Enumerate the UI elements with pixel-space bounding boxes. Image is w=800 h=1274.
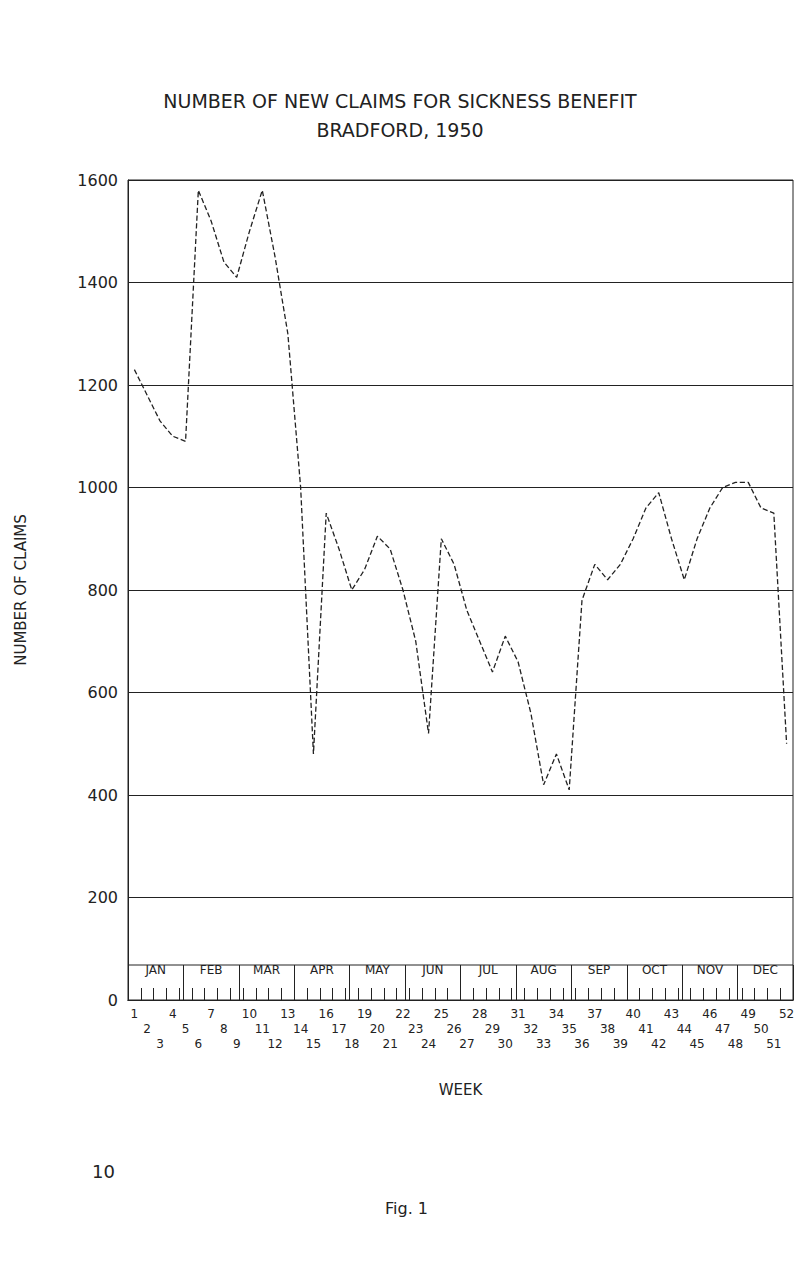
svg-text:29: 29	[485, 1022, 500, 1036]
svg-text:1400: 1400	[77, 273, 118, 292]
svg-text:6: 6	[195, 1037, 203, 1051]
svg-text:48: 48	[728, 1037, 743, 1051]
svg-text:9: 9	[233, 1037, 241, 1051]
svg-text:1: 1	[131, 1007, 139, 1021]
svg-text:OCT: OCT	[642, 963, 668, 977]
svg-text:38: 38	[600, 1022, 615, 1036]
svg-text:39: 39	[613, 1037, 628, 1051]
svg-text:24: 24	[421, 1037, 436, 1051]
svg-text:200: 200	[87, 888, 118, 907]
svg-text:10: 10	[242, 1007, 257, 1021]
svg-text:43: 43	[664, 1007, 679, 1021]
svg-text:1000: 1000	[77, 478, 118, 497]
svg-text:37: 37	[587, 1007, 602, 1021]
svg-text:35: 35	[562, 1022, 577, 1036]
svg-text:14: 14	[293, 1022, 308, 1036]
svg-text:JAN: JAN	[144, 963, 166, 977]
svg-text:30: 30	[498, 1037, 513, 1051]
svg-text:50: 50	[753, 1022, 768, 1036]
svg-text:FEB: FEB	[200, 963, 223, 977]
svg-text:42: 42	[651, 1037, 666, 1051]
svg-text:40: 40	[626, 1007, 641, 1021]
svg-text:AUG: AUG	[530, 963, 556, 977]
svg-text:MAR: MAR	[253, 963, 280, 977]
svg-text:34: 34	[549, 1007, 564, 1021]
svg-text:22: 22	[395, 1007, 410, 1021]
svg-text:2: 2	[143, 1022, 151, 1036]
svg-text:4: 4	[169, 1007, 177, 1021]
svg-text:JUN: JUN	[421, 963, 443, 977]
svg-text:800: 800	[87, 581, 118, 600]
svg-text:32: 32	[523, 1022, 538, 1036]
svg-text:25: 25	[434, 1007, 449, 1021]
svg-text:NUMBER OF CLAIMS: NUMBER OF CLAIMS	[12, 514, 30, 666]
svg-text:10: 10	[92, 1161, 115, 1182]
svg-text:11: 11	[255, 1022, 270, 1036]
svg-text:51: 51	[766, 1037, 781, 1051]
svg-text:3: 3	[156, 1037, 164, 1051]
svg-text:28: 28	[472, 1007, 487, 1021]
svg-text:33: 33	[536, 1037, 551, 1051]
svg-text:BRADFORD, 1950: BRADFORD, 1950	[316, 119, 483, 141]
svg-text:16: 16	[319, 1007, 334, 1021]
svg-text:23: 23	[408, 1022, 423, 1036]
svg-text:46: 46	[702, 1007, 717, 1021]
svg-text:NUMBER OF NEW CLAIMS FOR SICKN: NUMBER OF NEW CLAIMS FOR SICKNESS BENEFI…	[163, 90, 637, 112]
svg-text:27: 27	[459, 1037, 474, 1051]
svg-text:31: 31	[510, 1007, 525, 1021]
svg-text:26: 26	[446, 1022, 461, 1036]
svg-text:1200: 1200	[77, 376, 118, 395]
svg-text:12: 12	[267, 1037, 282, 1051]
svg-text:JUL: JUL	[478, 963, 498, 977]
svg-text:400: 400	[87, 786, 118, 805]
svg-text:SEP: SEP	[588, 963, 610, 977]
svg-text:36: 36	[574, 1037, 589, 1051]
svg-text:7: 7	[207, 1007, 215, 1021]
svg-text:8: 8	[220, 1022, 228, 1036]
svg-text:41: 41	[638, 1022, 653, 1036]
svg-text:13: 13	[280, 1007, 295, 1021]
svg-text:5: 5	[182, 1022, 190, 1036]
svg-text:NOV: NOV	[697, 963, 724, 977]
svg-text:19: 19	[357, 1007, 372, 1021]
svg-text:17: 17	[331, 1022, 346, 1036]
svg-text:APR: APR	[310, 963, 334, 977]
svg-text:1600: 1600	[77, 171, 118, 190]
svg-text:49: 49	[741, 1007, 756, 1021]
svg-text:18: 18	[344, 1037, 359, 1051]
svg-text:600: 600	[87, 683, 118, 702]
svg-text:44: 44	[677, 1022, 692, 1036]
svg-text:21: 21	[383, 1037, 398, 1051]
svg-text:47: 47	[715, 1022, 730, 1036]
svg-text:0: 0	[108, 991, 118, 1010]
svg-text:52: 52	[779, 1007, 794, 1021]
svg-text:DEC: DEC	[753, 963, 778, 977]
svg-text:45: 45	[689, 1037, 704, 1051]
svg-text:MAY: MAY	[365, 963, 391, 977]
svg-text:15: 15	[306, 1037, 321, 1051]
svg-text:20: 20	[370, 1022, 385, 1036]
svg-text:Fig. 1: Fig. 1	[385, 1199, 428, 1218]
svg-text:WEEK: WEEK	[439, 1081, 484, 1099]
